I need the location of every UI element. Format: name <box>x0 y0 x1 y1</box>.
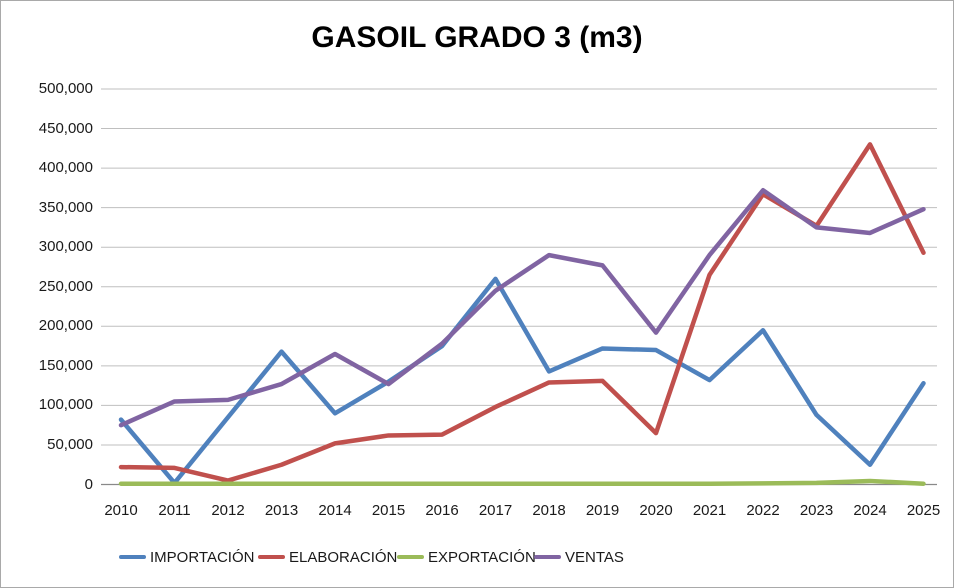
x-axis-tick-label: 2017 <box>478 502 513 519</box>
legend-line-swatch-elaboracion <box>258 555 285 559</box>
y-axis-tick-label: 150,000 <box>38 356 93 374</box>
series-line-ventas <box>118 187 926 428</box>
legend-item-importacion: IMPORTACIÓN <box>119 547 254 567</box>
series-line-exportacion <box>118 478 926 486</box>
chart-title: GASOIL GRADO 3 (m3) <box>311 21 643 54</box>
y-axis-tick-label: 0 <box>84 475 93 493</box>
y-axis-tick-label: 350,000 <box>38 198 93 216</box>
x-axis-tick-label: 2023 <box>799 502 834 519</box>
x-axis-tick-label: 2018 <box>532 502 566 519</box>
y-axis-tick-label: 50,000 <box>47 435 93 453</box>
legend-line-swatch-ventas <box>534 555 561 559</box>
y-axis-tick-label: 100,000 <box>38 396 93 414</box>
x-axis-tick-label: 2016 <box>425 502 459 519</box>
x-axis-tick-label: 2011 <box>158 502 191 519</box>
legend-item-exportacion: EXPORTACIÓN <box>397 547 536 567</box>
y-axis-tick-label: 500,000 <box>38 80 93 97</box>
x-axis-tick-label: 2013 <box>264 502 299 519</box>
x-axis-tick-label: 2021 <box>692 502 727 519</box>
legend-item-elaboracion: ELABORACIÓN <box>258 547 397 567</box>
legend-item-ventas: VENTAS <box>534 547 624 567</box>
x-axis-tick-label: 2024 <box>853 502 887 519</box>
x-axis-tick-label: 2022 <box>746 502 780 519</box>
x-axis-tick-label: 2025 <box>906 502 941 519</box>
series-line-elaboracion <box>118 142 926 483</box>
legend-label-ventas: VENTAS <box>565 548 624 566</box>
x-axis-tick-label: 2014 <box>318 502 352 519</box>
legend-label-exportacion: EXPORTACIÓN <box>428 548 536 566</box>
x-axis-tick-label: 2019 <box>585 502 620 519</box>
legend-label-elaboracion: ELABORACIÓN <box>289 548 398 566</box>
y-axis-tick-label: 250,000 <box>38 277 93 295</box>
legend-line-swatch-importacion <box>119 555 146 559</box>
x-axis-tick-label: 2020 <box>639 502 673 519</box>
y-axis-tick-label: 200,000 <box>38 317 93 335</box>
x-axis-tick-label: 2010 <box>104 502 138 519</box>
series-line-importacion <box>118 276 926 486</box>
legend-label-importacion: IMPORTACIÓN <box>150 548 255 566</box>
y-axis-tick-label: 300,000 <box>38 238 93 256</box>
legend-line-swatch-exportacion <box>397 555 424 559</box>
y-axis-tick-label: 450,000 <box>38 119 93 137</box>
x-axis-tick-label: 2012 <box>211 502 245 519</box>
x-axis-tick-label: 2015 <box>371 502 406 519</box>
y-axis-tick-label: 400,000 <box>38 159 93 177</box>
